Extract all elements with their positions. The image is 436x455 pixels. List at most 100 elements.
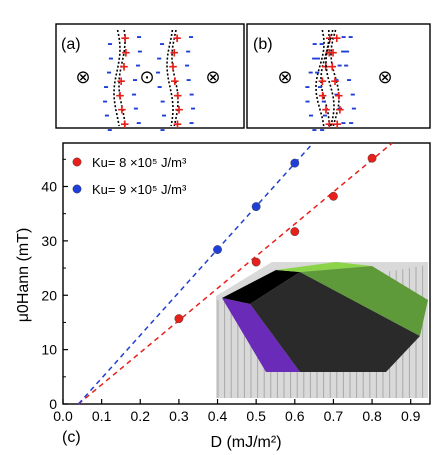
x-tick-label: 0.7 [324,408,344,424]
negative-charge: - [305,78,310,95]
negative-charge: - [108,49,113,66]
negative-charge: - [136,114,141,131]
data-points [174,153,377,324]
negative-charge: - [137,42,142,59]
data-point-red [367,153,377,163]
domain-wall-band [222,270,300,304]
negative-charge: - [107,121,112,138]
positive-charge: + [334,87,343,104]
wall-line [325,29,335,127]
chart-panel-c: 0.0 0.1 0.2 0.3 0.4 0.5 0.6 0.7 0.8 0.9 0 10 20 30 40… [15,142,431,451]
negative-charge: - [155,64,160,81]
negative-charge: - [348,28,353,45]
negative-charge: - [305,92,310,109]
data-point-blue [251,202,261,212]
negative-charge: - [104,107,109,124]
positive-charge: + [336,102,345,119]
y-tick-label: 40 [41,179,57,195]
x-axis-label: D (mJ/m²) [210,434,281,451]
spin-texture-inset [216,262,428,398]
negative-charge: - [184,57,189,74]
domain-wall-band [300,266,428,336]
negative-charge: - [322,107,327,124]
x-tick-label: 0.5 [246,408,266,424]
fit-lines [77,142,393,405]
y-tick-label: 30 [41,233,57,249]
positive-charge: + [170,73,179,90]
positive-charge: + [318,87,327,104]
negative-charge: - [312,49,317,66]
x-tick-label: 0.0 [53,408,73,424]
negative-charge: - [308,107,313,124]
negative-charge: - [350,85,355,102]
y-axis-label: μ0Hann (mT) [15,228,32,323]
legend: Ku= 8 ×10⁵ J/m³ Ku= 9 ×10⁵ J/m³ [72,155,187,197]
positive-charge: + [173,87,182,104]
panel-a-frame [55,23,245,129]
domain-wall-left: +- -+- -+- -+- -+- -+- -+- - [102,28,142,138]
positive-charge: + [328,59,337,76]
negative-charge: - [160,92,165,109]
negative-charge: - [344,57,349,74]
negative-charge: - [159,35,164,52]
negative-charge: - [315,64,320,81]
panel-b-label: (b) [253,36,273,53]
legend-label: Ku= 9 ×10⁵ J/m³ [92,182,187,197]
negative-charge: - [341,28,346,45]
x-tick-label: 0.1 [92,408,112,424]
positive-charge: + [120,59,129,76]
data-point-blue [290,158,300,168]
negative-charge: - [107,35,112,52]
wall-line [166,29,174,127]
panel-a: (a) ⊗ ⊙ ⊗ +- -+- -+- -+- -+- -+- -+- - +- -+- -+-… [55,23,245,138]
negative-charge: - [102,92,107,109]
x-tick-label: 0.2 [131,408,151,424]
domain-wall-band [250,272,420,372]
x-tick-label: 0.6 [285,408,305,424]
y-axis-ticks: 0 10 20 30 40 [41,158,68,412]
legend-marker-red [72,157,82,167]
y-tick-label: 10 [41,342,57,358]
into-page-symbol: ⊗ [75,67,90,87]
positive-charge: + [118,102,127,119]
negative-charge: - [334,85,339,102]
positive-charge: + [173,116,182,133]
negative-charge: - [161,107,166,124]
domain-wall-band [276,262,372,272]
negative-charge: - [131,85,136,102]
negative-charge: - [189,85,194,102]
positive-charge: + [117,73,126,90]
data-point-blue [213,245,222,254]
wall-line [171,29,179,127]
negative-charge: - [135,57,140,74]
merged-domain-walls: +- -+- -+- -+- -+- -+- -+- -+- -+- -+- -+- -+- -+- -+… [305,28,357,138]
positive-charge: + [173,30,182,47]
x-axis-ticks: 0.0 0.1 0.2 0.3 0.4 0.5 0.6 0.7 0.8 0.9 [53,399,421,424]
positive-charge: + [325,44,334,61]
negative-charge: - [190,100,195,117]
negative-charge: - [317,78,322,95]
positive-charge: + [116,87,125,104]
domain-wall-band [222,298,300,372]
negative-charge: - [186,42,191,59]
negative-charge: - [308,64,313,81]
negative-charge: - [132,71,137,88]
negative-charge: - [133,100,138,117]
negative-charge: - [157,78,162,95]
positive-charge: + [122,44,131,61]
plot-frame [62,142,431,405]
x-tick-label: 0.4 [208,408,228,424]
negative-charge: - [312,35,317,52]
positive-charge: + [175,102,184,119]
legend-marker-blue [72,184,82,194]
positive-charge: + [170,44,179,61]
positive-charge: + [121,30,130,47]
data-point-red [174,314,184,324]
positive-charge: + [325,116,334,133]
negative-charge: - [103,78,108,95]
x-tick-label: 0.9 [401,408,421,424]
negative-charge: - [186,71,191,88]
negative-charge: - [337,57,342,74]
negative-charge: - [315,49,320,66]
